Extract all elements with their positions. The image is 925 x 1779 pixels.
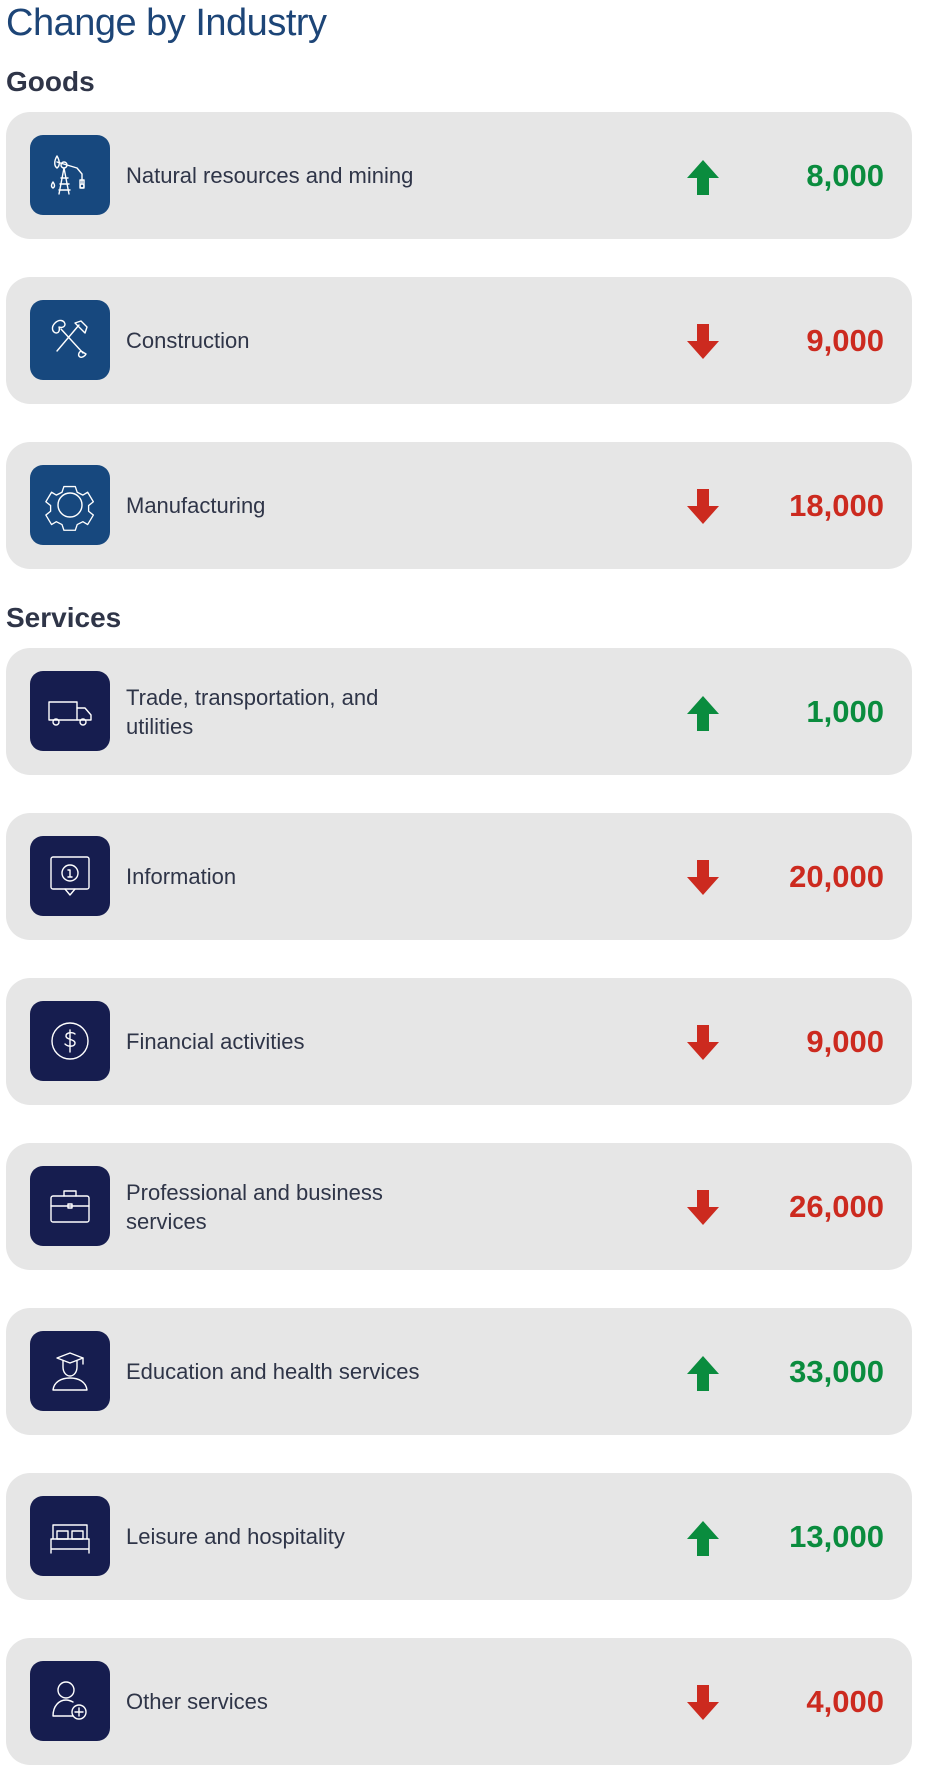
industry-label: Other services xyxy=(126,1689,268,1714)
arrow-up-icon xyxy=(687,1356,719,1391)
oil-pump-icon xyxy=(30,135,110,215)
arrow-down-icon xyxy=(687,860,719,895)
arrow-down-icon xyxy=(687,324,719,359)
change-value: 9,000 xyxy=(806,322,884,358)
change-value: 8,000 xyxy=(806,157,884,193)
industry-label: Trade, transportation, and utilities xyxy=(126,684,379,739)
shovel-hammer-icon xyxy=(30,300,110,380)
industry-card: Professional and business services 26,000 xyxy=(6,1143,912,1270)
change-value: 9,000 xyxy=(806,1023,884,1059)
change-value: 1,000 xyxy=(806,693,884,729)
change-value: 20,000 xyxy=(789,858,884,894)
industry-label: Education and health services xyxy=(126,1359,420,1384)
bed-icon xyxy=(30,1496,110,1576)
industry-card: Other services 4,000 xyxy=(6,1638,912,1765)
industry-label: Manufacturing xyxy=(126,493,266,518)
briefcase-icon xyxy=(30,1166,110,1246)
page-title: Change by Industry xyxy=(6,2,327,44)
industry-card: Natural resources and mining 8,000 xyxy=(6,112,912,239)
industry-card: Leisure and hospitality 13,000 xyxy=(6,1473,912,1600)
industry-label: Natural resources and mining xyxy=(126,163,414,188)
industry-card: Financial activities 9,000 xyxy=(6,978,912,1105)
industry-label: Professional and business services xyxy=(126,1179,383,1234)
person-plus-icon xyxy=(30,1661,110,1741)
change-value: 18,000 xyxy=(789,487,884,523)
arrow-up-icon xyxy=(687,696,719,731)
section-heading-services: Services xyxy=(6,602,122,633)
info-bubble-icon xyxy=(30,836,110,916)
change-value: 33,000 xyxy=(789,1353,884,1389)
arrow-up-icon xyxy=(687,160,719,195)
arrow-down-icon xyxy=(687,1685,719,1720)
industry-label: Information xyxy=(126,864,237,889)
change-value: 13,000 xyxy=(789,1518,884,1554)
industry-card: Education and health services 33,000 xyxy=(6,1308,912,1435)
arrow-down-icon xyxy=(687,1190,719,1225)
industry-label: Financial activities xyxy=(126,1029,305,1054)
industry-card: Construction 9,000 xyxy=(6,277,912,404)
arrow-down-icon xyxy=(687,1025,719,1060)
gear-icon xyxy=(30,465,110,545)
dollar-coin-icon xyxy=(30,1001,110,1081)
industry-card: Manufacturing 18,000 xyxy=(6,442,912,569)
industry-card: Information 20,000 xyxy=(6,813,912,940)
arrow-up-icon xyxy=(687,1521,719,1556)
change-value: 4,000 xyxy=(806,1683,884,1719)
arrow-down-icon xyxy=(687,489,719,524)
industry-label: Leisure and hospitality xyxy=(126,1524,345,1549)
industry-card: Trade, transportation, and utilities 1,00… xyxy=(6,648,912,775)
truck-icon xyxy=(30,671,110,751)
graduate-icon xyxy=(30,1331,110,1411)
section-heading-goods: Goods xyxy=(6,66,95,97)
change-value: 26,000 xyxy=(789,1188,884,1224)
industry-label: Construction xyxy=(126,328,250,353)
